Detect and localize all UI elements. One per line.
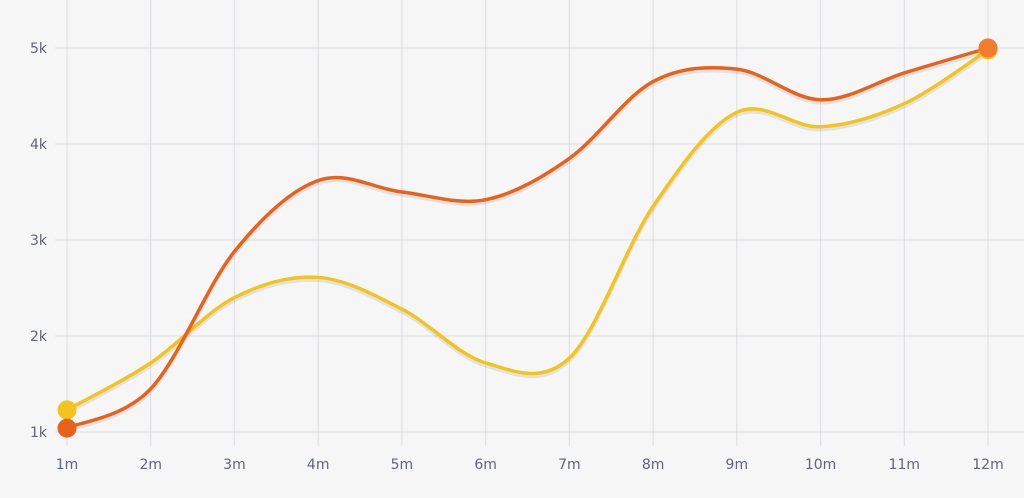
x-tick-label: 7m <box>558 457 581 473</box>
x-tick-label: 8m <box>642 457 665 473</box>
x-tick-label: 5m <box>391 457 414 473</box>
series-2-end-point <box>978 38 998 58</box>
x-tick-label: 4m <box>307 457 330 473</box>
series-1-start-point <box>57 400 77 420</box>
x-tick-label: 9m <box>726 457 749 473</box>
series-line-shadow <box>65 51 990 415</box>
x-grid <box>66 0 989 446</box>
x-tick-label: 2m <box>139 457 162 473</box>
x-tick-label: 10m <box>805 457 836 473</box>
series-2-start-point <box>57 418 77 438</box>
x-axis-ticks: 1m 2m 3m 4m 5m 6m 7m 8m 9m 10m 11m 12m <box>56 457 1004 473</box>
x-tick-label: 3m <box>223 457 246 473</box>
series-line-2 <box>65 46 990 430</box>
y-tick-label: 4k <box>30 137 48 153</box>
x-tick-label: 11m <box>889 457 920 473</box>
x-tick-label: 12m <box>972 457 1003 473</box>
series-line-1 <box>65 48 990 412</box>
y-grid <box>55 47 1024 433</box>
series-group <box>57 38 998 438</box>
y-axis-ticks: 1k 2k 3k 4k 5k <box>30 41 48 441</box>
y-tick-label: 5k <box>30 41 48 57</box>
y-tick-label: 1k <box>30 425 48 441</box>
y-tick-label: 3k <box>30 233 48 249</box>
x-tick-label: 1m <box>56 457 79 473</box>
y-tick-label: 2k <box>30 329 48 345</box>
x-tick-label: 6m <box>474 457 497 473</box>
